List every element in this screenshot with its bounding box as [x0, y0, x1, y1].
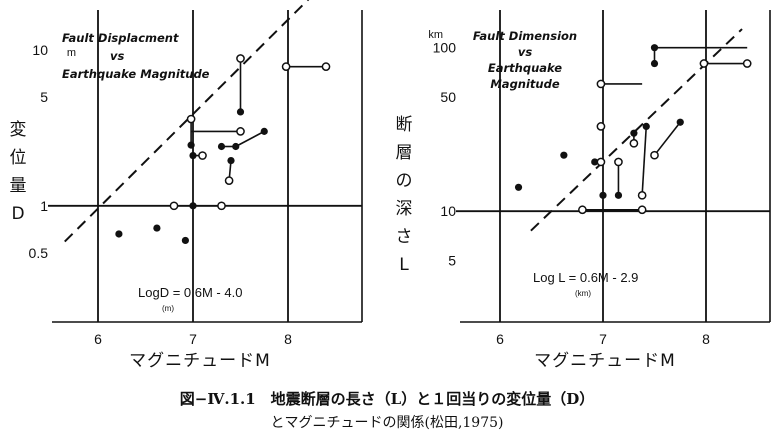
data-point-open — [651, 152, 658, 159]
data-point-open — [630, 140, 637, 147]
data-point-filled — [218, 143, 225, 150]
y-axis-label-char-0: 断 — [396, 115, 413, 135]
chart-dimension: 6 7 8 100 50 10 5 km Fault Dimension vs Earthquake… — [396, 10, 771, 371]
y-axis-label-char-2: 量 — [10, 176, 27, 196]
data-point-filled — [261, 128, 268, 135]
x-tick-label-8: 8 — [702, 331, 710, 347]
data-point-filled — [643, 123, 650, 130]
data-point-filled — [615, 192, 622, 199]
fit-equation-unit: (km) — [575, 289, 591, 298]
y-unit-label: m — [67, 47, 76, 59]
chart-title-line-2: Earthquake Magnitude — [62, 67, 210, 81]
data-point-filled — [599, 192, 606, 199]
data-point-filled — [227, 157, 234, 164]
data-point-open — [597, 80, 604, 87]
data-point-open — [237, 128, 244, 135]
data-point-open — [597, 123, 604, 130]
data-point-filled — [630, 130, 637, 137]
x-axis-label: マグニチュードM — [129, 351, 271, 371]
data-point-filled — [153, 224, 160, 231]
data-point-open — [199, 152, 206, 159]
x-tick-label-6: 6 — [94, 331, 102, 347]
data-point-filled — [515, 184, 522, 191]
data-point-open — [237, 55, 244, 62]
data-point-filled — [189, 152, 196, 159]
y-tick-label-10: 10 — [440, 203, 456, 219]
data-segment — [655, 122, 681, 155]
y-axis-label-char-1: 層 — [396, 143, 413, 163]
data-point-open — [639, 192, 646, 199]
chart-title-line-1: vs — [518, 45, 532, 59]
data-segment — [642, 126, 646, 195]
data-point-open — [283, 63, 290, 70]
data-point-filled — [560, 152, 567, 159]
x-tick-label-8: 8 — [284, 331, 292, 347]
y-axis-label-char-5: L — [399, 255, 409, 275]
y-tick-label-5: 5 — [40, 89, 48, 105]
data-point-filled — [115, 230, 122, 237]
chart-title-line-2: Earthquake — [488, 61, 562, 75]
data-point-filled — [237, 108, 244, 115]
data-point-filled — [651, 60, 658, 67]
y-axis-label-char-3: 深 — [396, 199, 413, 219]
data-point-filled — [182, 237, 189, 244]
y-axis-label-char-3: D — [11, 204, 24, 224]
data-point-open — [218, 202, 225, 209]
y-axis-label-char-1: 位 — [10, 148, 27, 168]
y-axis-label-char-0: 変 — [10, 120, 27, 140]
y-axis-label-char-4: さ — [396, 227, 413, 247]
data-point-open — [322, 63, 329, 70]
y-unit-label: km — [428, 29, 443, 41]
y-tick-label-50: 50 — [440, 89, 456, 105]
y-tick-label-1: 1 — [40, 198, 48, 214]
chart-title-line-3: Magnitude — [490, 77, 559, 91]
y-tick-label-100: 100 — [433, 40, 457, 56]
data-point-open — [170, 202, 177, 209]
chart-title-line-1: vs — [110, 49, 124, 63]
data-point-open — [744, 60, 751, 67]
fit-equation: Log L = 0.6M - 2.9 — [533, 270, 638, 285]
x-tick-label-7: 7 — [599, 331, 607, 347]
data-point-open — [597, 158, 604, 165]
data-point-open — [188, 115, 195, 122]
y-tick-label-5: 5 — [448, 252, 456, 268]
data-point-filled — [188, 142, 195, 149]
figure-caption-line2: とマグニチュードの関係(松田,1975) — [0, 412, 774, 432]
y-tick-label-0.5: 0.5 — [29, 245, 49, 261]
data-point-filled — [677, 119, 684, 126]
data-point-filled — [651, 44, 658, 51]
x-tick-label-6: 6 — [496, 331, 504, 347]
data-point-open — [226, 177, 233, 184]
data-point-open — [639, 206, 646, 213]
data-point-open — [700, 60, 707, 67]
chart-displacement: 6 7 8 10 5 1 0.5 m Fault Displacment vs Earthquake… — [10, 0, 363, 371]
y-tick-label-10: 10 — [32, 42, 48, 58]
x-tick-label-7: 7 — [189, 331, 197, 347]
data-point-open — [615, 158, 622, 165]
y-axis-label-char-2: の — [396, 171, 413, 191]
chart-title-line-0: Fault Displacment — [62, 31, 179, 45]
data-point-open — [579, 206, 586, 213]
data-point-filled — [189, 202, 196, 209]
data-point-filled — [232, 143, 239, 150]
chart-title-line-0: Fault Dimension — [473, 29, 577, 43]
fit-equation-unit: (m) — [162, 304, 174, 313]
fit-equation: LogD = 0.6M - 4.0 — [138, 285, 242, 300]
figure-caption-line1: 図−Ⅳ.1.1 地震断層の長さ（L）と１回当りの変位量（D） — [0, 388, 774, 409]
regression-line — [531, 29, 742, 231]
x-axis-label: マグニチュードM — [534, 351, 676, 371]
